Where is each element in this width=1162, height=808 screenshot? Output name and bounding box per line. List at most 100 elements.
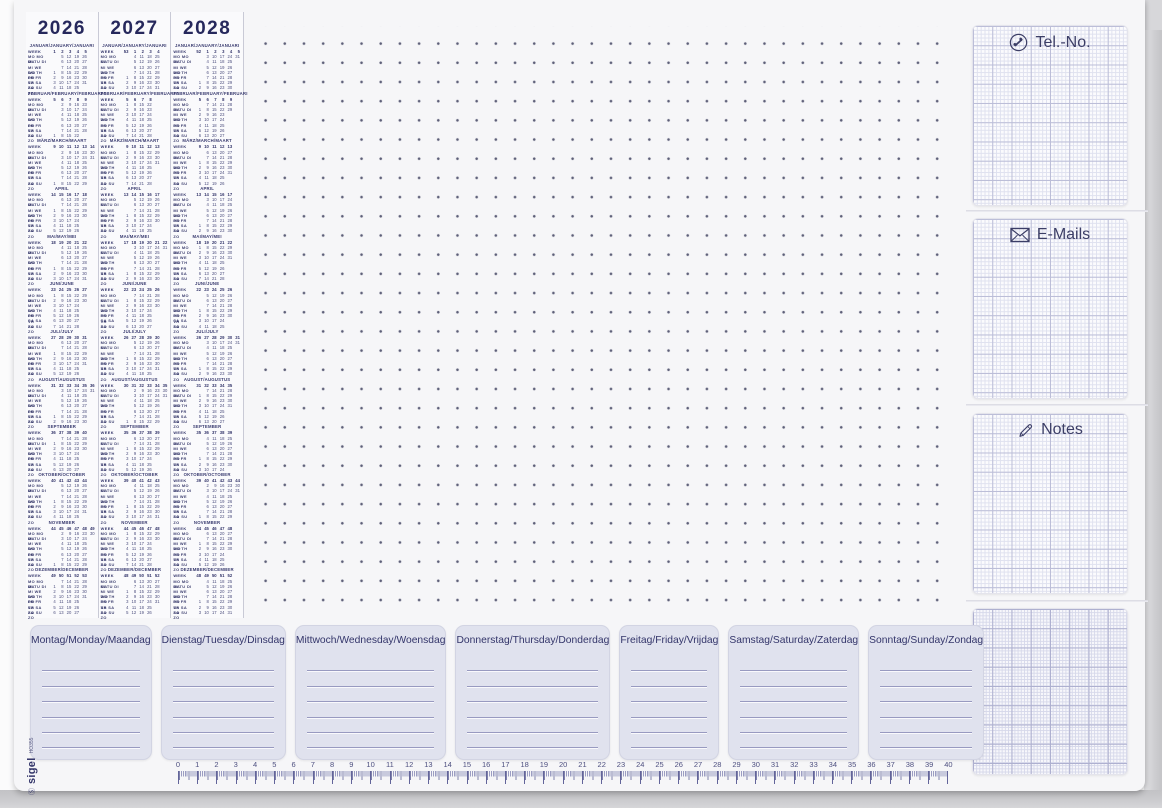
writing-line xyxy=(631,718,708,733)
pencil-icon xyxy=(1017,422,1034,439)
mini-month: SEPTEMBER WEEK 36 37 38 39 40 MO MO MA 7 14 21 28 DI… xyxy=(28,424,87,477)
ruler-number: 8 xyxy=(329,760,335,769)
writing-line xyxy=(467,671,599,687)
ruler-number: 25 xyxy=(655,760,664,769)
three-year-mini-calendar: 2026 JANUAR/JANUARY/JANUARI WEEK 1 2 3 4 5 MO MO… xyxy=(26,12,248,620)
ruler-cm: 0 1 2 3 4 5 6 7 8 9 10 11 12 13 14 15 16 17 18 19 20 21 22 23 24… xyxy=(176,760,953,786)
writing-line xyxy=(631,702,708,718)
writing-line xyxy=(467,733,599,749)
ruler-cm-cell xyxy=(543,771,563,784)
writing-line xyxy=(306,733,435,749)
mini-month: FEBRUAR/FEBRUARY/FEBRUARI WEEK 5 6 7 8 9 MO MO … xyxy=(173,90,248,144)
ruler-number: 40 xyxy=(944,760,953,769)
weekday-pad: Dienstag/Tuesday/Dinsdag xyxy=(160,625,286,760)
ruler-cm-cell xyxy=(658,771,679,784)
year-calendar-2027: 2027 JANUAR/JANUARY/JANUARI WEEK 53 1 2 3 4 MO M… xyxy=(99,12,175,620)
ruler-number: 39 xyxy=(924,760,934,769)
writing-line xyxy=(172,733,274,749)
weekday-note-pads: Montag/Monday/Maandag Dienstag/Tuesday/Di… xyxy=(30,625,985,760)
writing-line xyxy=(740,733,848,749)
weekday-pad-title: Freitag/Friday/Vrijdag xyxy=(620,635,719,646)
brand-name: sigel xyxy=(26,757,38,784)
registered-mark: Ⓢ xyxy=(29,788,36,795)
writing-line xyxy=(467,687,599,703)
ruler-number: 35 xyxy=(847,760,857,769)
ruler-number: 17 xyxy=(501,760,510,769)
weekday-pad: Montag/Monday/Maandag xyxy=(30,625,152,760)
ruler-cm-cell xyxy=(216,771,236,784)
ruler-cm-cell xyxy=(331,771,352,784)
notes-header: Notes xyxy=(973,414,1127,439)
mini-month: APRIL WEEK 13 14 15 16 17 MO MO MA 3 10 17 24 DI TU … xyxy=(173,186,233,239)
mini-month: MAI/MAY/MEI WEEK 18 19 20 21 22 MO MO MA 4 11 18 25… xyxy=(28,233,87,287)
writing-line xyxy=(740,718,848,733)
ruler-cm-cell xyxy=(793,771,813,784)
ruler-number: 26 xyxy=(674,760,683,769)
mini-month: AUGUST/AUGUSTUS WEEK 30 31 32 33 34 35 MO MO MA 2… xyxy=(100,376,168,430)
ruler-cm-cell xyxy=(408,771,429,784)
writing-line xyxy=(880,671,973,687)
weekday-pad: Samstag/Saturday/Zaterdag xyxy=(728,625,860,760)
writing-line xyxy=(172,687,274,703)
ruler-cm-cell xyxy=(697,771,717,784)
ruler-numbers: 0 1 2 3 4 5 6 7 8 9 10 11 12 13 14 15 16 17 18 19 20 21 22 23 24… xyxy=(176,760,953,770)
emails-label: E-Mails xyxy=(1036,226,1091,243)
writing-line xyxy=(306,671,435,687)
ruler-cm-cell xyxy=(889,771,909,784)
ruler-number: 15 xyxy=(462,760,472,769)
panel-separator xyxy=(966,210,1148,212)
writing-line xyxy=(42,671,140,687)
weekday-pad: Freitag/Friday/Vrijdag xyxy=(619,625,720,760)
dot-grid-writing-area xyxy=(250,26,950,614)
ruler-number: 33 xyxy=(809,760,818,769)
notes-panel: Notes xyxy=(972,413,1128,594)
phone-icon xyxy=(1009,33,1028,52)
weekday-pad: Mittwoch/Wednesday/Woensdag xyxy=(294,625,447,760)
ruler-number: 18 xyxy=(520,760,529,769)
writing-line xyxy=(42,702,140,718)
ruler-cm-cell xyxy=(254,771,275,784)
weekday-pad: Sonntag/Sunday/Zondag xyxy=(868,625,985,760)
mini-month: DEZEMBER/DECEMBER WEEK 48 49 50 51 52 MO MO MA 4… xyxy=(173,567,234,620)
ruler-cm-cell xyxy=(370,771,390,784)
ruler-cm-cell xyxy=(447,771,467,784)
writing-line xyxy=(740,702,848,718)
ruler-cm-cell xyxy=(774,771,794,784)
mini-month: AUGUST/AUGUSTUS WEEK 31 32 33 34 35 36 MO MO MA 3… xyxy=(28,376,95,430)
ruler-cm-cell xyxy=(312,771,332,784)
ruler-number: 32 xyxy=(790,760,799,769)
ruler-number: 10 xyxy=(366,760,375,769)
mini-month: OKTOBER/OCTOBER WEEK 39 40 41 42 43 MO MO MA 4 11… xyxy=(100,472,160,525)
mini-month: FEBRUAR/FEBRUARY/FEBRUARI WEEK 5 6 7 8 9 MO MO … xyxy=(28,90,103,144)
ruler-number: 5 xyxy=(272,760,277,769)
panel-separator xyxy=(966,404,1148,406)
mini-month: MÄRZ/MARCH/MAART WEEK 9 10 11 12 13 MO MO MA 6 13… xyxy=(173,138,233,191)
mini-month: MAI/MAY/MEI WEEK 18 19 20 21 22 MO MO MA 1 8 15 22 2… xyxy=(173,233,233,287)
mini-month: NOVEMBER WEEK 44 45 46 47 48 MO MO MA 1 8 15 22 29 DI… xyxy=(100,519,160,573)
graph-grid-panel xyxy=(972,608,1128,775)
writing-line xyxy=(172,718,274,733)
year-heading: 2027 xyxy=(110,18,159,39)
ruler-number: 4 xyxy=(252,760,258,769)
ruler-cm-cell xyxy=(389,771,409,784)
ruler-cm-cell xyxy=(524,771,544,784)
ruler-number: 7 xyxy=(310,760,315,769)
ruler-cm-cell xyxy=(581,771,602,784)
ruler-number: 23 xyxy=(616,760,626,769)
mini-month: APRIL WEEK 14 15 16 17 18 MO MO MA 6 13 20 27 DI TU … xyxy=(28,186,87,239)
writing-line xyxy=(42,656,140,672)
ruler-cm-cell xyxy=(620,771,640,784)
ruler-number: 28 xyxy=(713,760,722,769)
desk-pad-top-sheet: 2026 JANUAR/JANUARY/JANUARI WEEK 1 2 3 4 5 MO MO… xyxy=(14,0,1148,795)
writing-line xyxy=(880,733,973,749)
year-heading: 2028 xyxy=(183,18,232,39)
writing-line xyxy=(306,718,435,733)
writing-line xyxy=(467,702,599,718)
ruler-cm-cell xyxy=(178,771,198,784)
ruler-cm-cell xyxy=(755,771,775,784)
ruler-cm-cell xyxy=(735,771,756,784)
ruler-number: 37 xyxy=(886,760,895,769)
mini-month: APRIL WEEK 13 14 15 16 17 MO MO MA 5 12 19 26 DI TU … xyxy=(100,186,160,239)
ruler-cm-cell xyxy=(716,771,736,784)
